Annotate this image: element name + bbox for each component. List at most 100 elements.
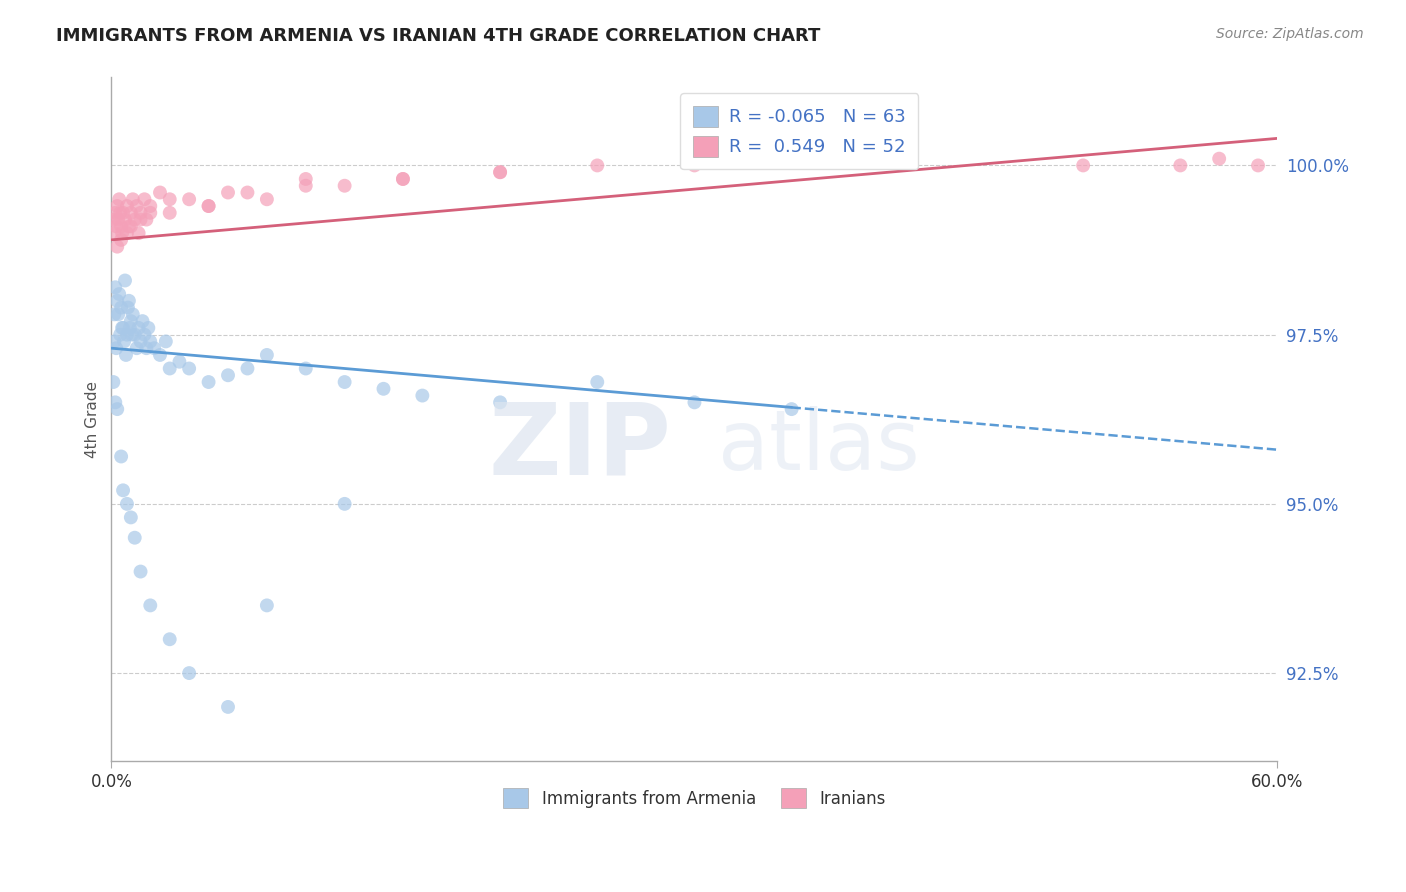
Point <box>104 280 127 294</box>
Point <box>125 199 148 213</box>
Point <box>1168 158 1191 172</box>
Point <box>103 334 125 349</box>
Y-axis label: 4th Grade: 4th Grade <box>86 381 100 458</box>
Point <box>115 348 138 362</box>
Point <box>115 327 138 342</box>
Point <box>159 192 181 206</box>
Point <box>159 361 181 376</box>
Point <box>139 206 162 220</box>
Point <box>392 172 415 186</box>
Point <box>117 301 139 315</box>
Point <box>108 327 131 342</box>
Point <box>120 314 142 328</box>
Point <box>124 327 146 342</box>
Point <box>294 178 316 193</box>
Point <box>121 192 143 206</box>
Point <box>1071 158 1094 172</box>
Point <box>149 348 172 362</box>
Point <box>489 165 512 179</box>
Point <box>112 334 135 349</box>
Point <box>105 402 128 417</box>
Point <box>120 219 142 234</box>
Point <box>683 158 706 172</box>
Point <box>135 212 157 227</box>
Point <box>110 233 132 247</box>
Point <box>118 293 141 308</box>
Point <box>105 240 128 254</box>
Point <box>115 199 138 213</box>
Point <box>197 375 219 389</box>
Point <box>124 531 146 545</box>
Point <box>135 341 157 355</box>
Point <box>108 287 131 301</box>
Point <box>115 226 138 240</box>
Point <box>112 483 135 498</box>
Point <box>139 599 162 613</box>
Point <box>108 206 131 220</box>
Point <box>134 192 156 206</box>
Point <box>179 192 201 206</box>
Point <box>179 666 201 681</box>
Point <box>138 321 160 335</box>
Point <box>294 172 316 186</box>
Point <box>197 199 219 213</box>
Point <box>128 226 150 240</box>
Point <box>112 206 135 220</box>
Point <box>586 375 609 389</box>
Text: IMMIGRANTS FROM ARMENIA VS IRANIAN 4TH GRADE CORRELATION CHART: IMMIGRANTS FROM ARMENIA VS IRANIAN 4TH G… <box>56 27 821 45</box>
Point <box>118 219 141 234</box>
Point <box>129 206 152 220</box>
Point <box>104 206 127 220</box>
Point <box>131 314 153 328</box>
Point <box>489 395 512 409</box>
Point <box>107 212 129 227</box>
Point <box>128 321 150 335</box>
Point <box>256 599 278 613</box>
Point <box>197 199 219 213</box>
Point <box>110 301 132 315</box>
Point <box>105 199 128 213</box>
Point <box>333 375 356 389</box>
Point <box>1208 152 1230 166</box>
Point <box>139 199 162 213</box>
Point <box>103 226 125 240</box>
Point <box>373 382 395 396</box>
Text: ZIP: ZIP <box>488 398 671 495</box>
Point <box>105 341 128 355</box>
Point <box>149 186 172 200</box>
Point <box>103 375 125 389</box>
Point <box>129 565 152 579</box>
Point <box>124 212 146 227</box>
Point <box>169 355 191 369</box>
Point <box>121 327 143 342</box>
Point <box>489 165 512 179</box>
Point <box>111 226 134 240</box>
Text: Source: ZipAtlas.com: Source: ZipAtlas.com <box>1216 27 1364 41</box>
Point <box>114 212 136 227</box>
Point <box>217 186 239 200</box>
Point <box>256 192 278 206</box>
Point <box>236 361 259 376</box>
Point <box>159 632 181 647</box>
Point <box>110 450 132 464</box>
Point <box>217 368 239 383</box>
Point <box>111 321 134 335</box>
Legend: Immigrants from Armenia, Iranians: Immigrants from Armenia, Iranians <box>496 781 893 814</box>
Point <box>877 152 900 166</box>
Point <box>108 192 131 206</box>
Point <box>411 388 433 402</box>
Point <box>143 341 166 355</box>
Point <box>294 361 316 376</box>
Point <box>115 497 138 511</box>
Point <box>105 219 128 234</box>
Point <box>103 212 125 227</box>
Point <box>179 361 201 376</box>
Point <box>121 307 143 321</box>
Point <box>159 206 181 220</box>
Point <box>392 172 415 186</box>
Text: atlas: atlas <box>718 406 920 487</box>
Point <box>118 321 141 335</box>
Point <box>112 321 135 335</box>
Point <box>780 402 803 417</box>
Point <box>110 219 132 234</box>
